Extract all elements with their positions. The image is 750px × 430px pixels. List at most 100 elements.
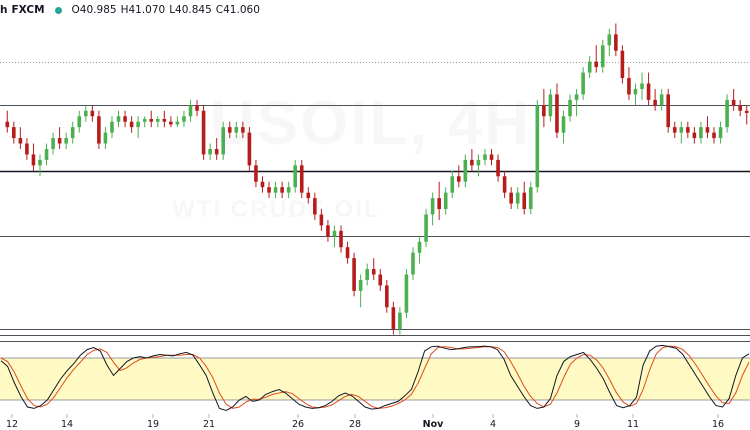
symbol-legend[interactable]: h FXCM O40.985 H41.070 L40.845 C41.060 [0,2,264,18]
time-axis-label: 21 [202,419,216,430]
horizontal-levels[interactable] [0,62,750,336]
candle-body [404,274,409,313]
candle-body [640,83,644,89]
candle-body [51,138,55,149]
time-axis-label: 4 [489,419,497,430]
candle-body [260,181,265,188]
candle-body [64,138,68,144]
candle-body [214,148,219,155]
time-axis-label: 12 [5,419,19,430]
market-status-icon [54,6,62,14]
candle-body [110,121,114,133]
candle-body [659,94,664,106]
candle-body [470,159,474,166]
candle-body [385,285,389,308]
candle-body [666,94,671,128]
stochastic-pane[interactable] [0,341,750,419]
candle-body [587,61,592,73]
stoch-band [0,358,750,400]
candle-body [5,121,10,128]
legend-low: L40.845 [169,4,212,16]
candle-body [725,99,729,128]
watermark-symbol: USOIL, 4H [210,89,532,158]
candle-body [142,118,147,122]
candle-body [607,34,612,46]
candle-body [116,116,121,122]
time-axis-label: Nov [422,419,444,430]
candle-body [483,154,487,160]
time-axis-label: 28 [348,419,362,430]
candle-body [70,127,75,139]
candle-body [614,34,618,51]
candle-body [463,159,468,182]
candle-body [136,121,140,128]
candle-body [371,269,376,275]
candle-body [12,127,16,139]
candle-body [686,127,690,133]
candle-body [692,132,697,139]
candle-body [411,252,415,275]
candle-body [679,127,684,133]
candle-body [627,78,631,95]
candle-body [319,214,324,226]
candle-body [208,148,212,155]
candle-body [267,187,271,193]
candle-body [646,83,651,100]
candle-body [299,165,304,193]
candle-body [221,127,226,155]
legend-open: O40.985 [71,4,117,16]
candle-body [345,247,350,259]
candle-body [129,121,134,128]
candle-body [744,110,749,113]
candle-body [712,132,716,139]
legend-high: H41.070 [120,4,166,16]
legend-symbol[interactable]: h [0,4,8,16]
candle-body [437,198,441,210]
candle-body [443,192,448,210]
candle-body [241,127,245,133]
candle-body [25,143,29,155]
candle-body [18,138,23,144]
candle-body [103,132,108,144]
candle-body [90,110,95,117]
candle-body [38,159,42,166]
candlestick-series[interactable] [5,23,749,335]
candle-body [83,110,88,117]
candle-body [378,274,383,286]
candle-body [731,99,736,106]
candle-body [149,118,154,122]
time-axis-label: 9 [573,419,581,430]
candle-body [489,154,494,160]
candle-body [515,192,520,204]
candle-body [169,121,173,125]
candle-body [391,307,396,330]
time-axis-label: 16 [711,419,725,430]
candle-body [188,105,193,117]
candle-body [574,94,579,100]
candle-body [542,105,546,117]
candle-body [535,105,540,188]
candle-body [358,279,363,291]
candle-body [522,192,527,210]
time-axis-label: 11 [626,419,640,430]
candle-body [594,61,599,68]
candle-body [44,148,49,160]
candle-body [97,116,101,144]
time-axis-label: 14 [60,419,74,430]
candle-body [306,192,311,199]
candle-body [502,176,507,193]
candle-body [672,127,677,133]
time-axis-label: 19 [146,419,160,430]
candle-body [182,116,186,122]
candle-body [273,187,278,193]
candle-body [548,94,553,117]
candle-body [365,269,369,280]
candle-body [528,187,533,210]
candle-body [162,118,167,122]
candle-body [620,50,625,79]
candle-body [581,72,585,95]
candle-body [450,176,455,193]
candle-body [293,165,298,188]
legend-broker[interactable]: FXCM [11,4,45,16]
